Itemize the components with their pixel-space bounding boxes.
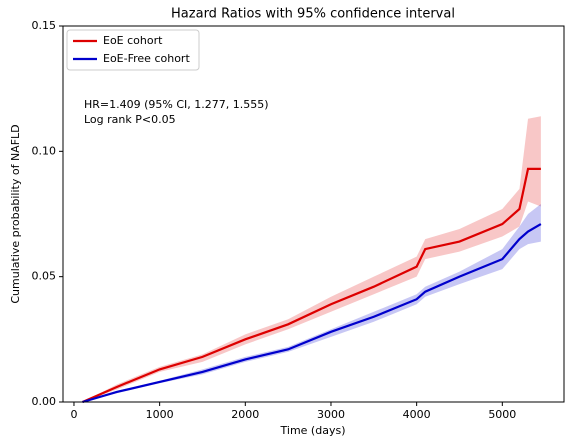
y-tick-label: 0.05 <box>32 270 57 283</box>
annotation: Log rank P<0.05 <box>84 113 176 126</box>
legend-box <box>66 29 200 71</box>
x-tick-label: 0 <box>70 408 77 421</box>
y-tick-label: 0.00 <box>32 395 57 408</box>
y-tick-label: 0.15 <box>32 19 57 32</box>
line-series <box>82 223 542 404</box>
annotation: HR=1.409 (95% CI, 1.277, 1.555) <box>84 98 269 111</box>
x-axis-label: Time (days) <box>280 424 346 437</box>
line-series <box>82 167 541 404</box>
legend-label: EoE-Free cohort <box>103 52 190 65</box>
confidence-band <box>82 116 541 403</box>
y-tick-label: 0.10 <box>32 144 57 157</box>
legend-label: EoE cohort <box>103 34 163 47</box>
chart-title: Hazard Ratios with 95% confidence interv… <box>171 7 455 22</box>
plot-frame <box>62 25 565 403</box>
y-axis-label: Cumulative probability of NAFLD <box>9 124 22 303</box>
x-tick-label: 1000 <box>146 408 174 421</box>
x-tick-label: 2000 <box>231 408 259 421</box>
x-tick-label: 5000 <box>488 408 516 421</box>
x-tick-label: 4000 <box>403 408 431 421</box>
x-tick-label: 3000 <box>317 408 345 421</box>
